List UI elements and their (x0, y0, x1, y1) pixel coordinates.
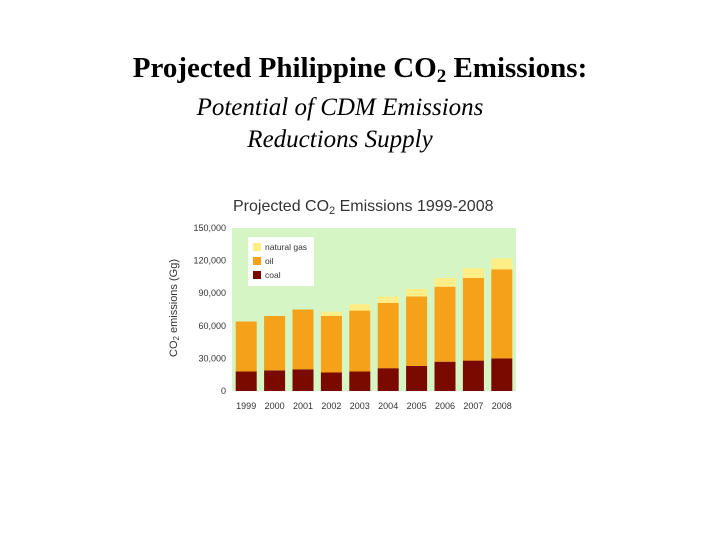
legend-swatch-coal (253, 271, 261, 279)
bar-natural-gas-2005 (406, 288, 428, 297)
subtitle-line-2: Reductions Supply (247, 126, 433, 153)
bar-coal-2002 (320, 372, 342, 391)
y-tick-label: 90,000 (198, 288, 226, 298)
bar-oil-2000 (264, 316, 286, 371)
bar-oil-1999 (235, 321, 257, 372)
legend-label-natural-gas: natural gas (265, 242, 307, 252)
bar-oil-2005 (406, 296, 428, 366)
bar-oil-2003 (349, 310, 371, 372)
bar-coal-1999 (235, 371, 257, 391)
x-tick-label: 2000 (265, 401, 285, 411)
chart-title: Projected CO2 Emissions 1999-2008 (233, 198, 494, 217)
legend-label-coal: coal (265, 270, 281, 280)
bar-natural-gas-2006 (434, 278, 456, 287)
bar-coal-2003 (349, 371, 371, 391)
y-tick-label: 120,000 (193, 256, 226, 266)
chart-legend: natural gas oil coal (248, 237, 314, 286)
y-tick-label: 30,000 (198, 353, 226, 363)
x-tick-label: 2004 (378, 401, 398, 411)
subtitle-line-1: Potential of CDM Emissions (196, 94, 484, 121)
x-tick-label: 2003 (350, 401, 370, 411)
y-tick-label: 60,000 (198, 321, 226, 331)
slide-subtitle: Potential of CDM Emissions Reductions Su… (0, 92, 680, 156)
legend-label-oil: oil (265, 256, 274, 266)
x-tick-label: 2002 (321, 401, 341, 411)
bar-natural-gas-2002 (320, 311, 342, 316)
bar-oil-2002 (320, 316, 342, 373)
bar-coal-2007 (462, 360, 484, 391)
y-tick-label: 0 (221, 386, 226, 396)
x-tick-label: 1999 (236, 401, 256, 411)
x-tick-label: 2006 (435, 401, 455, 411)
x-tick-label: 2005 (407, 401, 427, 411)
bar-natural-gas-2007 (462, 268, 484, 278)
legend-swatch-oil (253, 257, 261, 265)
bar-natural-gas-2003 (349, 304, 371, 311)
bar-oil-2006 (434, 286, 456, 362)
bar-oil-2001 (292, 309, 314, 370)
x-tick-label: 2007 (463, 401, 483, 411)
bar-natural-gas-2004 (377, 296, 399, 303)
bar-oil-2004 (377, 303, 399, 369)
x-tick-label: 2008 (492, 401, 512, 411)
bar-coal-2000 (264, 370, 286, 391)
bar-coal-2004 (377, 368, 399, 391)
slide-title: Projected Philippine CO2 Emissions: (132, 52, 588, 87)
y-axis-label: CO2 emissions (Gg) (168, 259, 181, 357)
bar-oil-2008 (491, 269, 513, 359)
y-tick-label: 150,000 (193, 223, 226, 233)
bar-coal-2001 (292, 369, 314, 391)
x-tick-label: 2001 (293, 401, 313, 411)
bar-coal-2006 (434, 361, 456, 391)
bar-coal-2008 (491, 358, 513, 391)
bar-coal-2005 (406, 366, 428, 391)
bar-oil-2007 (462, 278, 484, 361)
legend-swatch-natural-gas (253, 243, 261, 251)
bar-natural-gas-2008 (491, 258, 513, 270)
